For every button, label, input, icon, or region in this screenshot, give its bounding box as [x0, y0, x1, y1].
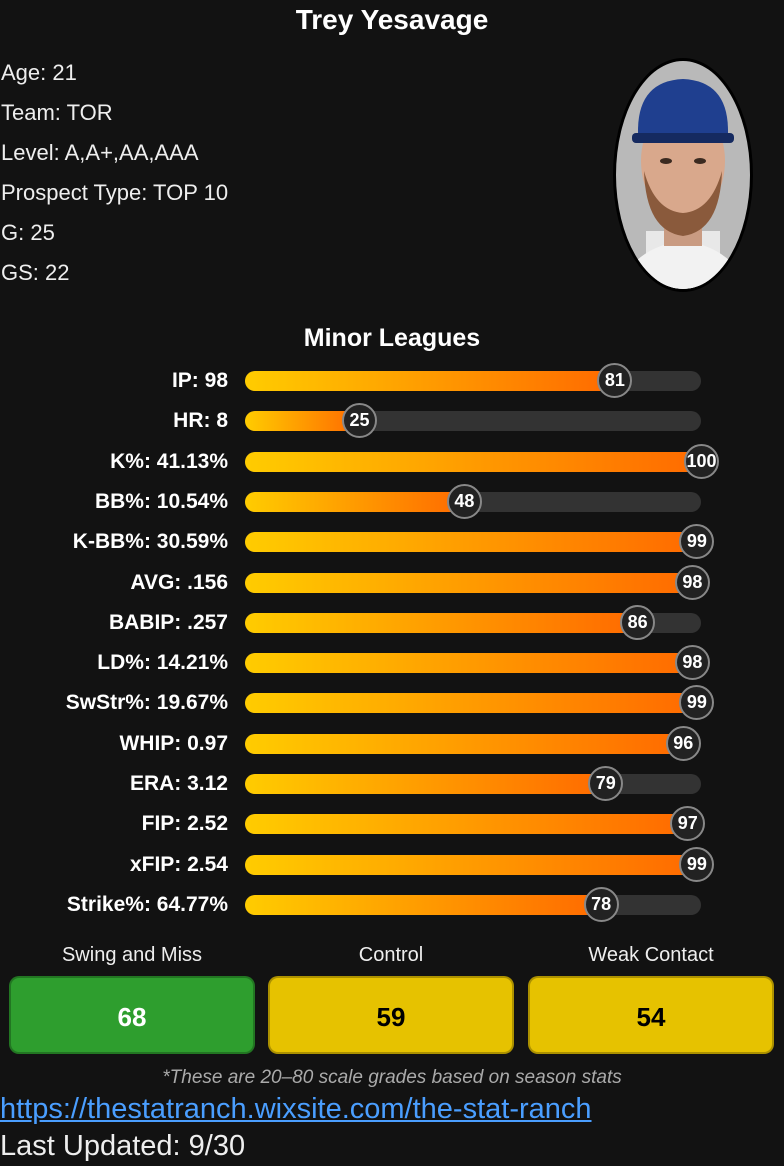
- stat-bar-track: 25: [245, 403, 701, 439]
- stat-bar-track: 79: [245, 766, 701, 801]
- grade-box-control: 59: [268, 976, 514, 1054]
- stat-bar-fill: [245, 733, 683, 754]
- stat-percentile-badge: 97: [670, 806, 706, 842]
- stat-bar-fill: [245, 653, 692, 674]
- stat-label: K%: 41.13%: [110, 449, 228, 473]
- stat-percentile-badge: 99: [679, 685, 715, 721]
- stat-label: ERA: 3.12: [129, 772, 228, 795]
- stat-bar-track: 48: [245, 483, 701, 519]
- stat-row: LD%: 14.21% 98: [0, 643, 784, 683]
- stat-percentile-badge: 48: [446, 483, 482, 519]
- stat-row: xFIP: 2.54 99: [0, 845, 784, 885]
- stat-bar-track: 100: [245, 443, 719, 479]
- stat-label: WHIP: 0.97: [119, 731, 228, 755]
- stat-percentile-badge: 96: [665, 725, 701, 761]
- stat-bar-fill: [245, 532, 697, 553]
- stat-bar-track: 98: [245, 645, 710, 681]
- stat-label: AVG: .156: [130, 570, 228, 594]
- info-prospect-type: Prospect Type: TOP 10: [1, 180, 229, 205]
- stat-bar-fill: [245, 572, 692, 593]
- section-title: Minor Leagues: [303, 324, 481, 352]
- stat-label: FIP: 2.52: [141, 812, 228, 836]
- stat-percentile-badge: 99: [679, 846, 715, 882]
- stat-label: K-BB%: 30.59%: [72, 530, 228, 554]
- stat-bar-track: 99: [245, 524, 715, 560]
- stat-row: Strike%: 64.77% 78: [0, 885, 784, 925]
- stat-percentile-badge: 99: [679, 524, 715, 560]
- stat-row: HR: 8 25: [0, 401, 784, 441]
- stat-label: xFIP: 2.54: [129, 852, 228, 876]
- stat-bar-track: 98: [245, 564, 710, 600]
- stat-bar-fill: [245, 411, 359, 432]
- stat-bar-fill: [245, 693, 697, 714]
- site-link[interactable]: https://thestatranch.wixsite.com/the-sta…: [0, 1093, 592, 1125]
- stat-bar-track: 86: [245, 604, 701, 640]
- stat-bar-fill: [245, 854, 697, 875]
- stat-label: IP: 98: [171, 369, 228, 392]
- stat-row: WHIP: 0.97 96: [0, 724, 784, 764]
- stat-row: AVG: .156 98: [0, 563, 784, 603]
- stat-percentile-badge: 98: [674, 564, 710, 600]
- stat-label: Strike%: 64.77%: [66, 892, 228, 916]
- info-team: Team: TOR: [1, 100, 113, 125]
- stat-percentile-badge: 98: [674, 645, 710, 681]
- info-games: G: 25: [1, 220, 55, 245]
- info-age: Age: 21: [1, 60, 77, 85]
- stat-bar-fill: [245, 491, 464, 512]
- grade-label-weak-contact: Weak Contact: [588, 944, 714, 966]
- stat-row: ERA: 3.12 79: [0, 764, 784, 804]
- stat-bar-track: 81: [245, 363, 701, 398]
- stat-percentile-badge: 81: [597, 363, 633, 398]
- stat-bar-fill: [245, 371, 615, 391]
- stat-row: K%: 41.13% 100: [0, 442, 784, 482]
- stat-percentile-badge: 78: [583, 886, 619, 922]
- stat-bar-fill: [245, 894, 601, 915]
- stat-bar-fill: [245, 612, 638, 633]
- stat-row: BABIP: .257 86: [0, 603, 784, 643]
- stat-percentile-badge: 79: [588, 766, 624, 801]
- stat-bar-track: 78: [245, 886, 701, 922]
- stat-row: IP: 98 81: [0, 361, 784, 401]
- grade-box-swing-and-miss: 68: [9, 976, 255, 1054]
- stat-label: HR: 8: [173, 409, 228, 433]
- stat-label: SwStr%: 19.67%: [65, 691, 228, 715]
- stat-bar-fill: [245, 451, 701, 472]
- stat-bar-fill: [245, 814, 688, 835]
- stat-bar-track: 97: [245, 806, 706, 842]
- stat-bar-fill: [245, 774, 606, 794]
- stat-label: BABIP: .257: [108, 610, 228, 634]
- grade-label-swing-and-miss: Swing and Miss: [61, 944, 203, 966]
- scale-note: *These are 20–80 scale grades based on s…: [162, 1067, 622, 1088]
- stat-percentile-badge: 25: [342, 403, 377, 439]
- info-games-started: GS: 22: [1, 260, 70, 285]
- info-level: Level: A,A+,AA,AAA: [1, 140, 199, 165]
- player-name: Trey Yesavage: [295, 4, 489, 35]
- player-photo: [613, 58, 753, 292]
- stat-label: BB%: 10.54%: [94, 489, 228, 513]
- stat-row: K-BB%: 30.59% 99: [0, 522, 784, 562]
- stat-bar-track: 99: [245, 846, 715, 882]
- grade-box-weak-contact: 54: [528, 976, 774, 1054]
- grade-label-control: Control: [358, 944, 424, 966]
- stat-row: SwStr%: 19.67% 99: [0, 683, 784, 723]
- stat-percentile-badge: 86: [620, 604, 656, 640]
- stat-row: FIP: 2.52 97: [0, 804, 784, 844]
- stat-percentile-badge: 100: [684, 443, 719, 479]
- stat-row: BB%: 10.54% 48: [0, 482, 784, 522]
- stat-bar-track: 99: [245, 685, 715, 721]
- stat-bar-track: 96: [245, 725, 701, 761]
- last-updated: Last Updated: 9/30: [0, 1130, 246, 1162]
- stat-label: LD%: 14.21%: [97, 651, 228, 675]
